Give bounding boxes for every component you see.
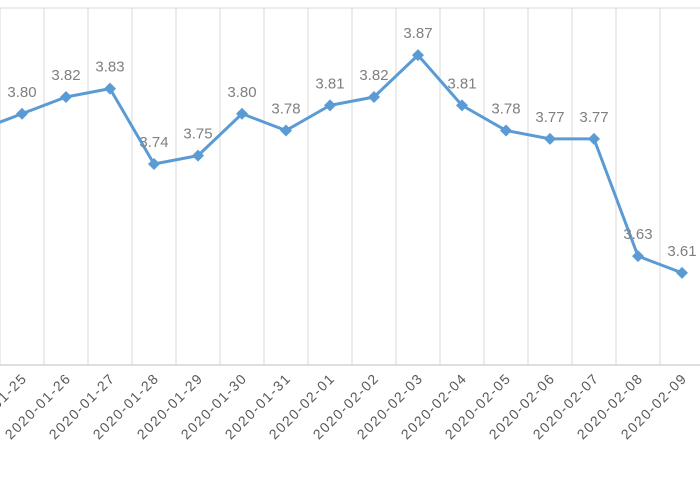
- data-point-marker: [104, 82, 116, 95]
- data-label: 3.87: [403, 25, 432, 42]
- data-point-marker: [192, 149, 204, 162]
- data-point-marker: [324, 99, 336, 112]
- data-point-marker: [236, 107, 248, 120]
- data-label: 3.74: [139, 134, 168, 151]
- data-point-marker: [16, 107, 28, 120]
- data-label: 3.80: [7, 84, 36, 101]
- data-point-marker: [632, 250, 644, 263]
- data-point-marker: [148, 158, 160, 170]
- data-label: 3.81: [447, 75, 476, 92]
- x-tick-labels: 2020-01-242020-01-252020-01-262020-01-27…: [0, 370, 690, 443]
- data-point-marker: [280, 124, 292, 137]
- data-label: 3.83: [95, 59, 124, 76]
- data-point-marker: [676, 266, 688, 279]
- data-label: 3.81: [315, 75, 344, 92]
- data-label: 3.78: [271, 101, 300, 118]
- data-point-marker: [412, 49, 424, 62]
- data-label: 3.78: [491, 101, 520, 118]
- data-point-marker: [368, 91, 380, 103]
- data-labels: 3.78 3.80 3.82 3.83 3.74 3.75 3.80 3.78 3.81 3.82…: [7, 25, 696, 260]
- grid-lines: [0, 7, 700, 365]
- data-point-marker: [60, 91, 72, 103]
- data-label: 3.63: [623, 226, 652, 243]
- data-label: 3.77: [535, 109, 564, 126]
- data-label: 3.77: [579, 109, 608, 126]
- data-points: [16, 49, 688, 279]
- data-point-marker: [544, 132, 556, 145]
- data-label: 3.75: [183, 126, 212, 143]
- data-label: 3.61: [667, 243, 696, 260]
- data-point-marker: [456, 99, 468, 112]
- data-point-marker: [500, 124, 512, 137]
- data-label: 3.82: [51, 67, 80, 84]
- data-label: 3.82: [359, 67, 388, 84]
- data-point-marker: [588, 132, 600, 145]
- data-label: 3.80: [227, 84, 256, 101]
